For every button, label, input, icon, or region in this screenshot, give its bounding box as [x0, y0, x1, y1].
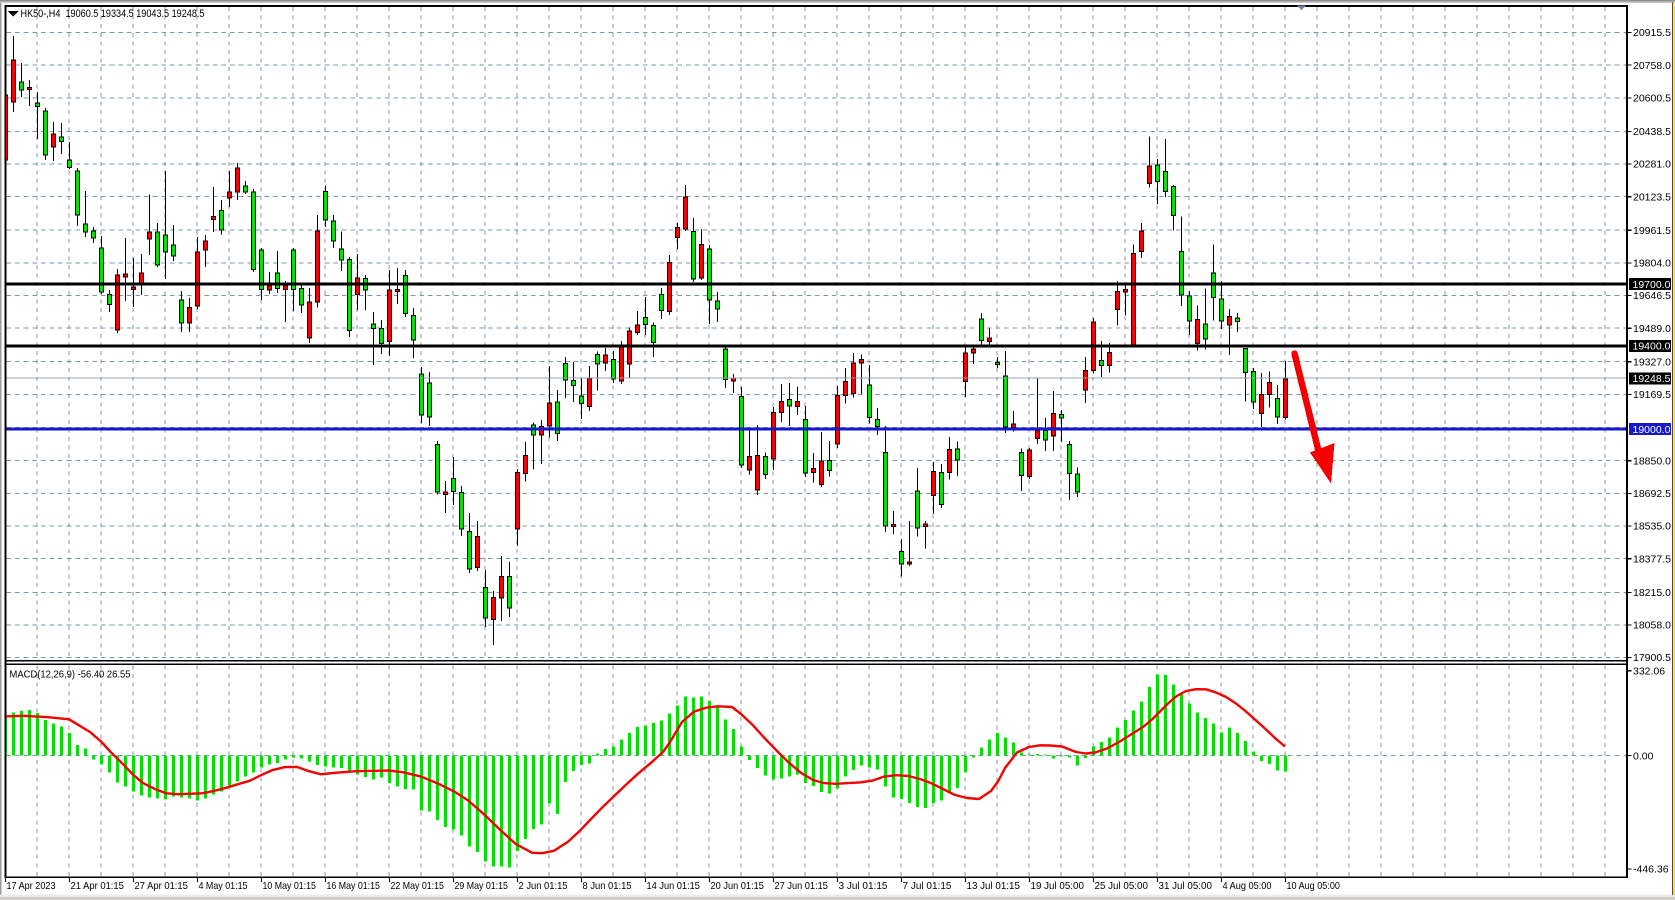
svg-text:19489.0: 19489.0 [1633, 323, 1671, 335]
svg-text:31 Jul 05:00: 31 Jul 05:00 [1159, 880, 1213, 892]
svg-text:10 May 01:15: 10 May 01:15 [263, 880, 317, 892]
svg-text:18377.5: 18377.5 [1633, 553, 1671, 565]
svg-text:19 Jul 05:00: 19 Jul 05:00 [1031, 880, 1085, 892]
svg-text:13 Jul 01:15: 13 Jul 01:15 [967, 880, 1021, 892]
svg-text:19000.0: 19000.0 [1633, 424, 1671, 436]
svg-text:27 Jun 01:15: 27 Jun 01:15 [775, 880, 829, 892]
svg-text:20758.0: 20758.0 [1633, 60, 1671, 72]
svg-text:20 Jun 01:15: 20 Jun 01:15 [711, 880, 765, 892]
svg-text:18058.0: 18058.0 [1633, 620, 1671, 632]
svg-text:18692.5: 18692.5 [1633, 488, 1671, 500]
svg-text:2 Jun 01:15: 2 Jun 01:15 [519, 880, 568, 892]
svg-text:19248.5: 19248.5 [1633, 373, 1671, 385]
svg-text:19400.0: 19400.0 [1633, 341, 1671, 353]
svg-text:20438.5: 20438.5 [1633, 126, 1671, 138]
svg-text:0.00: 0.00 [1633, 750, 1654, 762]
svg-text:4 May 01:15: 4 May 01:15 [199, 880, 248, 892]
svg-text:19804.0: 19804.0 [1633, 258, 1671, 270]
svg-text:17 Apr 2023: 17 Apr 2023 [7, 880, 56, 892]
svg-text:18215.0: 18215.0 [1633, 587, 1671, 599]
svg-text:4 Aug 05:00: 4 Aug 05:00 [1223, 880, 1272, 892]
svg-text:-446.36: -446.36 [1633, 864, 1669, 876]
svg-text:10 Aug 05:00: 10 Aug 05:00 [1287, 880, 1341, 892]
svg-text:14 Jun 01:15: 14 Jun 01:15 [647, 880, 701, 892]
svg-text:20281.0: 20281.0 [1633, 159, 1671, 171]
svg-text:20600.5: 20600.5 [1633, 93, 1671, 105]
svg-text:20915.5: 20915.5 [1633, 27, 1671, 39]
svg-text:HK50-,H4 19060.5 19334.5 1904: HK50-,H4 19060.5 19334.5 19043.5 19248.5 [21, 8, 205, 20]
svg-text:29 May 01:15: 29 May 01:15 [455, 880, 509, 892]
svg-text:18535.0: 18535.0 [1633, 521, 1671, 533]
svg-text:19961.5: 19961.5 [1633, 225, 1671, 237]
svg-text:7 Jul 01:15: 7 Jul 01:15 [903, 880, 952, 892]
svg-text:21 Apr 01:15: 21 Apr 01:15 [71, 880, 125, 892]
svg-text:19169.5: 19169.5 [1633, 389, 1671, 401]
svg-text:25 Jul 05:00: 25 Jul 05:00 [1095, 880, 1149, 892]
svg-text:19327.0: 19327.0 [1633, 356, 1671, 368]
svg-text:MACD(12,26,9) -56.40 26.55: MACD(12,26,9) -56.40 26.55 [10, 669, 131, 681]
svg-text:27 Apr 01:15: 27 Apr 01:15 [135, 880, 189, 892]
svg-text:19646.5: 19646.5 [1633, 290, 1671, 302]
svg-text:8 Jun 01:15: 8 Jun 01:15 [583, 880, 632, 892]
svg-text:18850.0: 18850.0 [1633, 455, 1671, 467]
svg-text:16 May 01:15: 16 May 01:15 [327, 880, 381, 892]
svg-text:20123.5: 20123.5 [1633, 191, 1671, 203]
svg-text:17900.5: 17900.5 [1633, 652, 1671, 664]
svg-text:22 May 01:15: 22 May 01:15 [391, 880, 445, 892]
svg-text:3 Jul 01:15: 3 Jul 01:15 [839, 880, 888, 892]
svg-text:332.06: 332.06 [1633, 665, 1665, 677]
svg-text:19700.0: 19700.0 [1633, 279, 1671, 291]
